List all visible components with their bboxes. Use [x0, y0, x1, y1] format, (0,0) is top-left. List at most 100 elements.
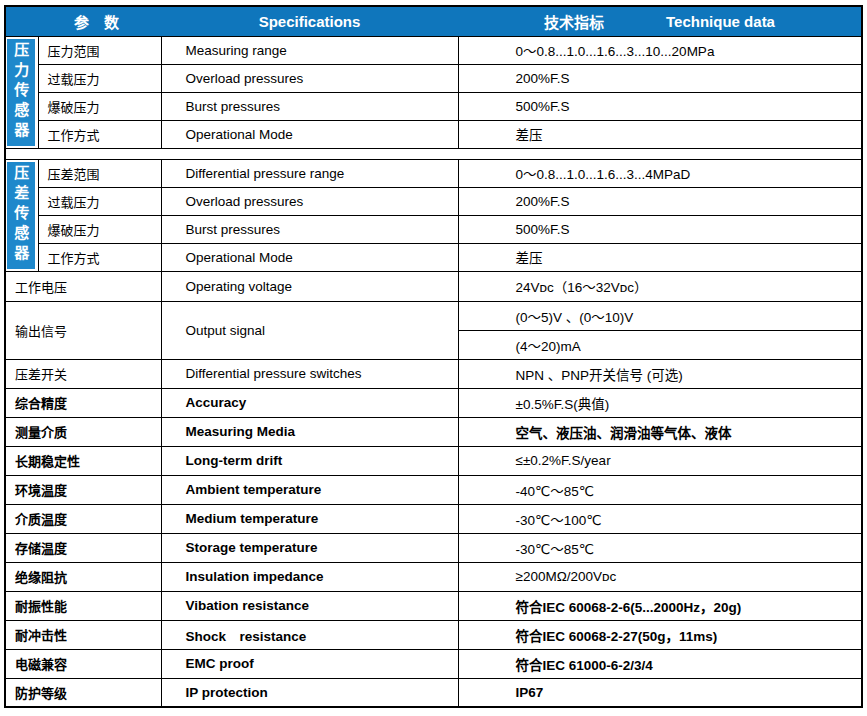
table-row: 压差传感器 压差范围 Differential pressure range 0… — [5, 159, 862, 187]
table-row: 绝缘阻抗 Insulation impedance ≥200MΩ/200Vᴅᴄ — [5, 562, 862, 591]
param-cn: 压差开关 — [5, 359, 161, 388]
param-value: IP67 — [458, 678, 862, 707]
param-cn: 爆破压力 — [38, 215, 161, 243]
param-en: IP protection — [161, 678, 458, 707]
param-cn: 工作方式 — [38, 120, 161, 148]
param-en: Storage temperature — [161, 533, 458, 562]
param-cn: 电磁兼容 — [5, 649, 161, 678]
table-row: 工作方式 Operational Mode 差压 — [5, 120, 862, 148]
param-value: ±0.5%F.S(典值) — [458, 388, 862, 417]
table-row: 测量介质 Measuring Media 空气、液压油、润滑油等气体、液体 — [5, 417, 862, 446]
param-cn: 爆破压力 — [38, 92, 161, 120]
param-cn: 输出信号 — [5, 301, 161, 359]
param-en: Measuring Media — [161, 417, 458, 446]
param-cn: 测量介质 — [5, 417, 161, 446]
param-cn: 绝缘阻抗 — [5, 562, 161, 591]
header-tech-en: Technique data — [666, 13, 775, 30]
table-row: 爆破压力 Burst pressures 500%F.S — [5, 215, 862, 243]
section-label-text: 压力传感器 — [7, 39, 35, 146]
section-label-text: 压差传感器 — [7, 162, 35, 269]
table-row: 过载压力 Overload pressures 200%F.S — [5, 64, 862, 92]
param-en: Burst pressures — [161, 92, 458, 120]
param-en: Long-term drift — [161, 446, 458, 475]
table-row: 工作方式 Operational Mode 差压 — [5, 243, 862, 271]
param-en: Operating voltage — [161, 271, 458, 301]
param-en: Insulation impedance — [161, 562, 458, 591]
param-value: -30℃～85℃ — [458, 533, 862, 562]
table-row: 耐冲击性 Shock resistance 符合IEC 60068-2-27(5… — [5, 620, 862, 649]
table-row: 压力传感器 压力范围 Measuring range 0～0.8...1.0..… — [5, 36, 862, 64]
section-label-diff-pressure-sensor: 压差传感器 — [5, 159, 38, 271]
param-en: Overload pressures — [161, 187, 458, 215]
table-row: 介质温度 Medium temperature -30℃～100℃ — [5, 504, 862, 533]
section-separator — [5, 148, 862, 159]
param-value: ≤±0.2%F.S/year — [458, 446, 862, 475]
param-en: Shock resistance — [161, 620, 458, 649]
param-value: 差压 — [458, 120, 862, 148]
param-en: Burst pressures — [161, 215, 458, 243]
param-cn: 过载压力 — [38, 187, 161, 215]
param-en: Differential pressure range — [161, 159, 458, 187]
table-row: 环境温度 Ambient temperature -40℃～85℃ — [5, 475, 862, 504]
param-value: 200%F.S — [458, 187, 862, 215]
param-value: (4～20)mA — [458, 330, 862, 359]
param-value: 0～0.8...1.0...1.6...3...4MPaD — [458, 159, 862, 187]
table-row: 压差开关 Differential pressure switches NPN … — [5, 359, 862, 388]
param-en: Overload pressures — [161, 64, 458, 92]
param-cn: 过载压力 — [38, 64, 161, 92]
param-cn: 耐振性能 — [5, 591, 161, 620]
table-row: 长期稳定性 Long-term drift ≤±0.2%F.S/year — [5, 446, 862, 475]
table-row: 存储温度 Storage temperature -30℃～85℃ — [5, 533, 862, 562]
param-cn: 防护等级 — [5, 678, 161, 707]
param-en: Measuring range — [161, 36, 458, 64]
param-en: Operational Mode — [161, 243, 458, 271]
param-cn: 压差范围 — [38, 159, 161, 187]
param-value: 0～0.8...1.0...1.6...3...10...20MPa — [458, 36, 862, 64]
param-value: 500%F.S — [458, 92, 862, 120]
param-en: Vibation resistance — [161, 591, 458, 620]
param-en: Accuracy — [161, 388, 458, 417]
table-row: 输出信号 Output signal (0～5)V 、(0～10)V — [5, 301, 862, 330]
param-value: -30℃～100℃ — [458, 504, 862, 533]
table-row: 耐振性能 Vibation resistance 符合IEC 60068-2-6… — [5, 591, 862, 620]
specifications-table: 参 数 Specifications 技术指标 Technique data 压… — [4, 5, 863, 708]
param-en: Medium temperature — [161, 504, 458, 533]
param-en: EMC proof — [161, 649, 458, 678]
param-value: 空气、液压油、润滑油等气体、液体 — [458, 417, 862, 446]
param-cn: 介质温度 — [5, 504, 161, 533]
param-cn: 工作电压 — [5, 271, 161, 301]
table-row: 综合精度 Accuracy ±0.5%F.S(典值) — [5, 388, 862, 417]
param-value: (0～5)V 、(0～10)V — [458, 301, 862, 330]
header-tech-cn: 技术指标 — [544, 11, 604, 32]
param-value: 符合IEC 60068-2-6(5...2000Hz，20g) — [458, 591, 862, 620]
param-value: 符合IEC 60068-2-27(50g，11ms) — [458, 620, 862, 649]
header-specifications: Specifications — [161, 6, 458, 36]
table-row: 爆破压力 Burst pressures 500%F.S — [5, 92, 862, 120]
param-value: NPN 、PNP开关信号 (可选) — [458, 359, 862, 388]
separator-cell — [5, 148, 862, 159]
param-cn: 长期稳定性 — [5, 446, 161, 475]
param-value: 24Vᴅᴄ（16～32Vᴅᴄ） — [458, 271, 862, 301]
header-technique-data: 技术指标 Technique data — [458, 6, 862, 36]
table-row: 工作电压 Operating voltage 24Vᴅᴄ（16～32Vᴅᴄ） — [5, 271, 862, 301]
param-cn: 耐冲击性 — [5, 620, 161, 649]
param-value: ≥200MΩ/200Vᴅᴄ — [458, 562, 862, 591]
param-value: 500%F.S — [458, 215, 862, 243]
param-value: -40℃～85℃ — [458, 475, 862, 504]
param-cn: 工作方式 — [38, 243, 161, 271]
table-row: 过载压力 Overload pressures 200%F.S — [5, 187, 862, 215]
param-value: 差压 — [458, 243, 862, 271]
header-parameter: 参 数 — [5, 6, 161, 36]
datasheet-page: 参 数 Specifications 技术指标 Technique data 压… — [0, 0, 867, 716]
table-header-row: 参 数 Specifications 技术指标 Technique data — [5, 6, 862, 36]
section-label-pressure-sensor: 压力传感器 — [5, 36, 38, 148]
param-cn: 综合精度 — [5, 388, 161, 417]
param-en: Output signal — [161, 301, 458, 359]
param-cn: 环境温度 — [5, 475, 161, 504]
param-en: Ambient temperature — [161, 475, 458, 504]
param-en: Differential pressure switches — [161, 359, 458, 388]
param-cn: 压力范围 — [38, 36, 161, 64]
table-row: 防护等级 IP protection IP67 — [5, 678, 862, 707]
param-value: 200%F.S — [458, 64, 862, 92]
param-cn: 存储温度 — [5, 533, 161, 562]
